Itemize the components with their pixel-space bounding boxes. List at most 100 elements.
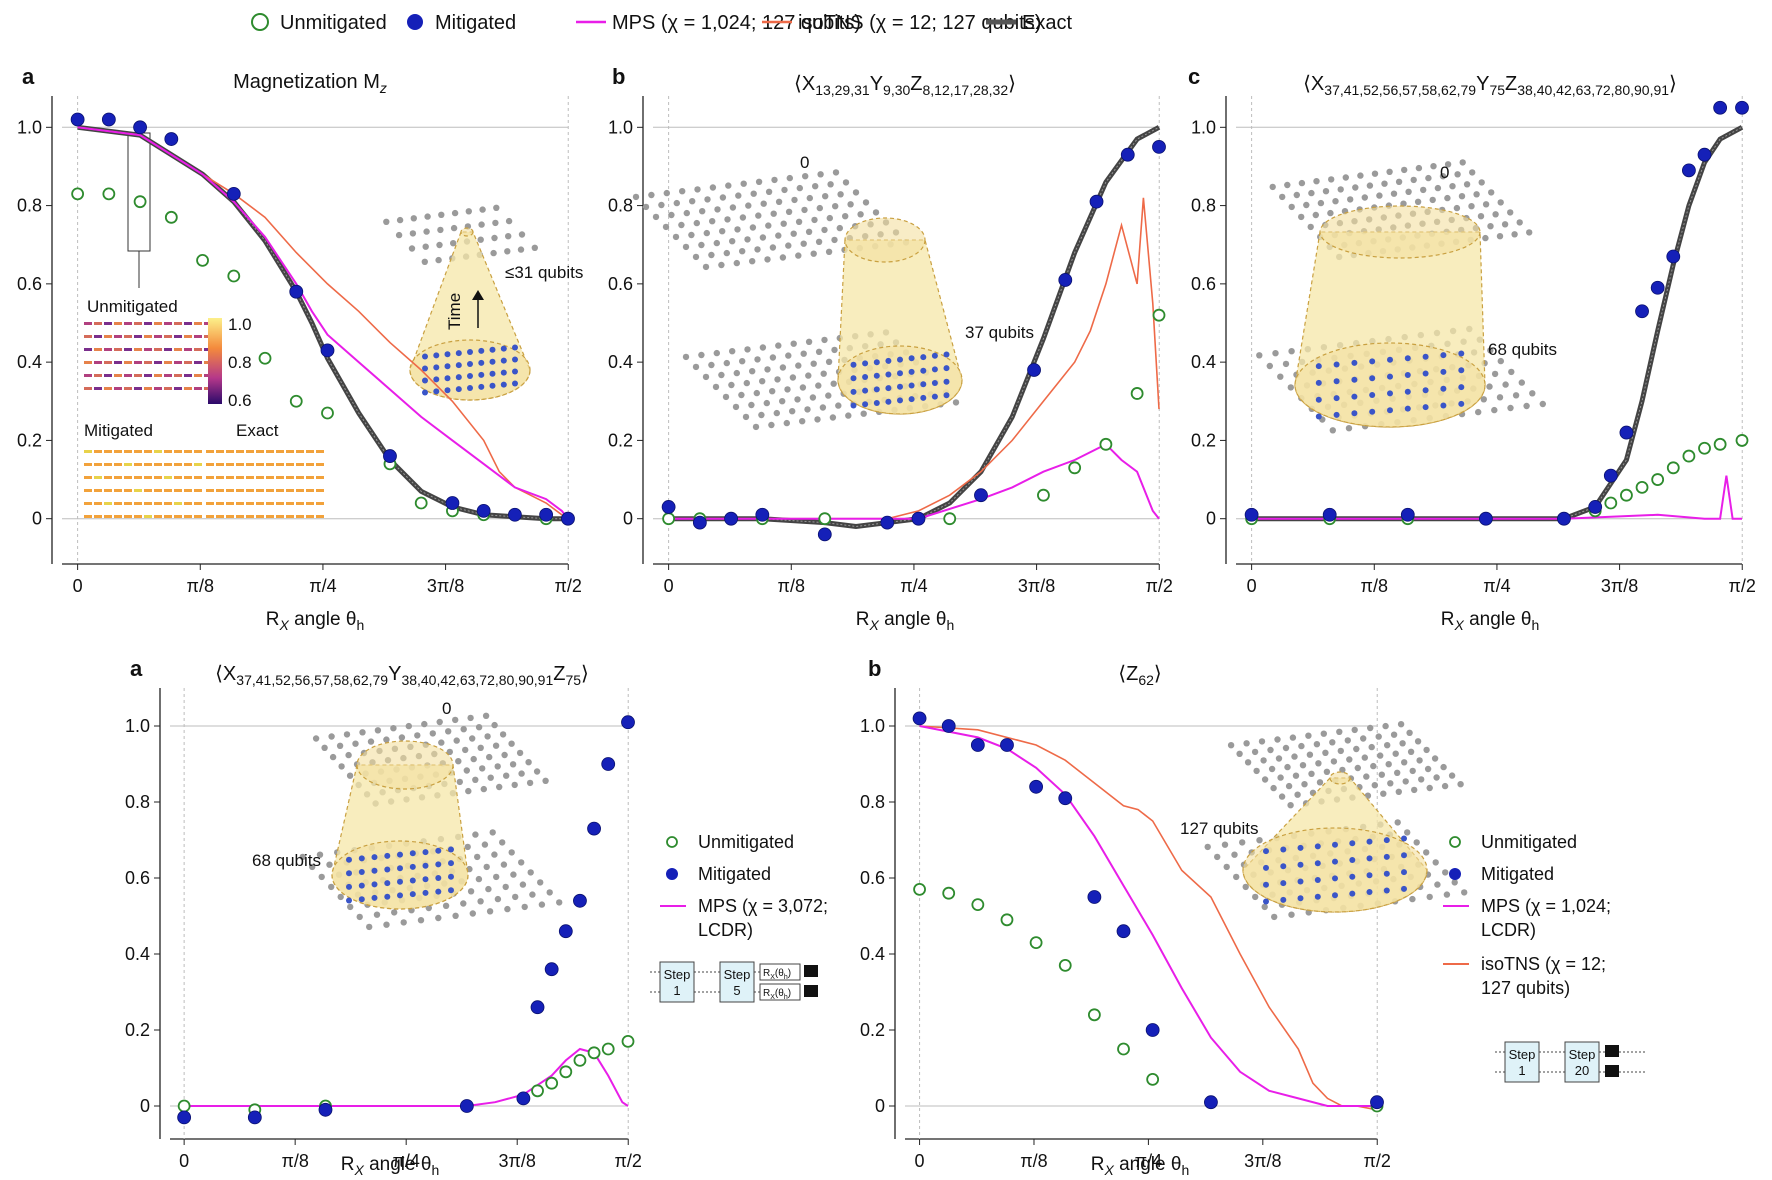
mitigated-point	[1058, 273, 1073, 287]
lattice-qubit	[795, 362, 802, 369]
lattice-qubit	[1448, 772, 1456, 779]
lattice-qubit	[1492, 211, 1499, 218]
heatmap-cell	[84, 322, 92, 325]
lattice-qubit	[832, 203, 839, 210]
lattice-qubit	[491, 851, 498, 858]
heatmap-cell	[316, 450, 324, 453]
lattice-qubit	[689, 198, 696, 205]
title-part: ⟩	[1154, 663, 1162, 685]
heatmap-cell	[276, 450, 284, 453]
mitigated-point	[724, 511, 738, 526]
lattice-qubit	[872, 209, 880, 216]
lattice-qubit	[1402, 778, 1409, 785]
unmitigated-point	[971, 898, 985, 911]
lattice-qubit	[769, 388, 776, 395]
heatmap-cell	[94, 463, 102, 466]
lattice-qubit	[537, 879, 544, 886]
lattice-qubit	[346, 772, 354, 779]
lattice-qubit	[1342, 174, 1350, 181]
active-qubit	[1333, 378, 1340, 385]
active-qubit	[1404, 372, 1411, 378]
heatmap-cell	[194, 374, 202, 377]
mps-line	[919, 725, 1377, 1107]
mitigated-point	[516, 1091, 531, 1106]
active-qubit	[1280, 896, 1287, 903]
lattice-qubit	[775, 342, 782, 349]
lattice-qubit	[1337, 186, 1344, 193]
y-tick-label: 0	[875, 1096, 885, 1116]
lattice-qubit	[1441, 782, 1449, 790]
lattice-qubit	[491, 721, 498, 729]
heatmap-cell	[154, 361, 162, 364]
active-qubit	[920, 367, 927, 374]
x-tick-label: π/2	[615, 1151, 642, 1171]
lattice-qubit	[1392, 750, 1399, 757]
lattice-qubit	[724, 216, 731, 223]
lattice-qubit	[1327, 209, 1334, 217]
heatmap-cell	[84, 450, 92, 453]
active-qubit	[512, 356, 518, 363]
lattice-qubit	[1463, 181, 1471, 188]
mitigated-point	[289, 284, 304, 299]
active-qubit	[897, 397, 903, 404]
active-qubit	[397, 892, 403, 899]
lattice-qubit	[1414, 198, 1422, 205]
heatmap-cell	[124, 348, 132, 351]
active-qubit	[433, 352, 440, 359]
lattice-qubit	[1508, 368, 1515, 376]
colorbar-tick: 0.8	[228, 353, 252, 372]
lattice-qubit	[754, 246, 761, 253]
circuit-label: 5	[733, 983, 740, 998]
x-tick-label: π/4	[900, 576, 927, 596]
x-axis-label: RX angle θh	[1441, 609, 1540, 633]
unmitigated-point	[943, 512, 957, 526]
colorbar-tick: 1.0	[228, 315, 252, 334]
lattice-qubit	[812, 183, 819, 190]
active-qubit	[1349, 857, 1356, 863]
heatmap-cell	[84, 515, 92, 518]
mitigated-point	[476, 503, 491, 518]
heatmap-cell	[194, 515, 202, 518]
lattice-qubit	[1272, 350, 1279, 357]
lattice-qubit	[460, 726, 467, 733]
active-qubit	[358, 896, 365, 903]
legend-marker-mitigated	[666, 868, 678, 880]
gate-part: (θ	[775, 988, 784, 999]
lattice-qubit	[1394, 769, 1401, 776]
heatmap-cell	[286, 515, 294, 518]
x-tick-label: 3π/8	[1244, 1151, 1281, 1171]
active-qubit	[1369, 392, 1376, 398]
lattice-qubit	[489, 829, 496, 836]
active-qubit	[931, 366, 938, 373]
lattice-qubit	[1256, 352, 1263, 359]
lattice-qubit	[679, 188, 686, 195]
active-qubit	[1422, 353, 1429, 360]
active-qubit	[908, 368, 915, 375]
lattice-qubit	[518, 231, 526, 238]
lattice-qubit	[1329, 739, 1336, 746]
lattice-qubit	[1244, 759, 1252, 766]
active-qubit	[1401, 869, 1407, 876]
mitigated-point	[1089, 194, 1104, 209]
unmitigated-point	[621, 1035, 635, 1048]
lattice-qubit	[1312, 211, 1320, 219]
active-qubit	[1315, 379, 1322, 386]
lattice-qubit	[505, 217, 513, 225]
lattice-qubit	[1411, 786, 1418, 794]
active-qubit	[384, 880, 391, 887]
lattice-qubit	[1399, 740, 1406, 747]
lattice-qubit	[809, 394, 817, 401]
lattice-qubit	[408, 245, 416, 252]
active-qubit	[1280, 880, 1287, 887]
lattice-qubit	[744, 236, 751, 243]
series-mitigated	[177, 715, 635, 1125]
lattice-qubit	[1236, 750, 1243, 757]
active-qubit	[444, 351, 451, 358]
lattice-qubit	[465, 787, 472, 795]
lattice-qubit	[429, 730, 436, 737]
lattice-qubit	[510, 871, 517, 878]
y-tick-label: 0.4	[608, 352, 633, 372]
lattice-qubit	[733, 259, 740, 267]
lattice-qubit	[754, 356, 761, 363]
heatmap-label-unmitigated: Unmitigated	[87, 297, 178, 316]
